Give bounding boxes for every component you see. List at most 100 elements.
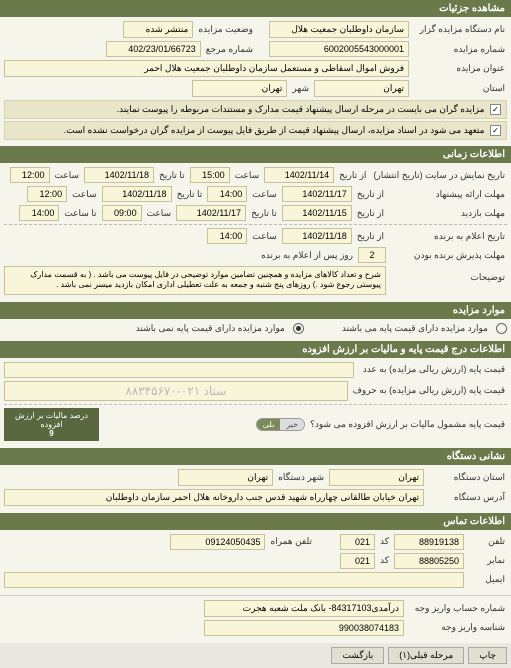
status-label: وضعیت مزایده <box>196 24 255 35</box>
mobile-label: تلفن همراه <box>268 536 314 547</box>
desc-value: شرح و تعداد کالاهای مزایده و همچنین تضام… <box>4 266 386 295</box>
winner-accept-suffix: روز پس از اعلام به برنده <box>259 250 355 261</box>
to-label: تا تاریخ <box>175 189 205 200</box>
to-label: تا تاریخ <box>249 208 279 219</box>
code-value: 021 <box>340 534 375 550</box>
email-value <box>4 572 464 588</box>
footer: چاپ مرحله قبلی(۱) بازگشت <box>0 643 511 668</box>
vat-toggle[interactable]: خیر بلی <box>256 418 305 431</box>
vat-q-label: قیمت پایه مشمول مالیات بر ارزش افزوده می… <box>308 419 507 430</box>
loc-prov-label: استان دستگاه <box>427 472 507 483</box>
display-time2: 12:00 <box>10 167 50 183</box>
visit-from: 1402/11/15 <box>282 205 352 221</box>
opt2-label: موارد مزایده دارای قیمت پایه نمی باشند <box>134 323 287 334</box>
ref-no-value: 402/23/01/66723 <box>106 41 201 57</box>
loc-addr-value: تهران خیابان طالقانی چهارراه شهید قدس جن… <box>4 489 424 506</box>
radio-no-base[interactable] <box>293 323 304 334</box>
opt1-label: موارد مزایده دارای قیمت پایه می باشند <box>340 323 490 334</box>
province-value: تهران <box>314 80 409 97</box>
status-value: منتشر شده <box>123 21 193 38</box>
org-value: سازمان داوطلبان جمعیت هلال <box>269 21 409 38</box>
code-label2: کد <box>378 555 391 566</box>
visit-to: 1402/11/17 <box>176 205 246 221</box>
from-label: از تاریخ <box>337 170 368 181</box>
details-header: مشاهده جزئیات <box>0 0 511 17</box>
visit-time1: 09:00 <box>102 205 142 221</box>
from-label: از تاریخ <box>355 208 386 219</box>
vat-pct-value: 9 <box>9 429 94 438</box>
loc-addr-label: آدرس دستگاه <box>427 492 507 503</box>
offer-label: مهلت ارائه پیشنهاد <box>389 189 507 200</box>
title-label: عنوان مزایده <box>412 63 507 74</box>
print-button[interactable]: چاپ <box>468 647 507 664</box>
check-icon: ✓ <box>490 125 501 136</box>
display-label: تاریخ نمایش در سایت (تاریخ انتشار) <box>371 170 507 181</box>
offer-time1: 14:00 <box>207 186 247 202</box>
from-label: از تاریخ <box>355 189 386 200</box>
code-label: کد <box>378 536 391 547</box>
vat-no[interactable]: خیر <box>280 419 304 430</box>
winner-accept-label: مهلت پذیرش برنده بودن <box>389 250 507 261</box>
fax-value: 88805250 <box>394 553 464 569</box>
code-value2: 021 <box>340 553 375 569</box>
radio-has-base[interactable] <box>496 323 507 334</box>
note1: ✓ مزایده گران می بایست در مرحله ارسال پی… <box>4 100 507 119</box>
auction-no-label: شماره مزایده <box>412 44 507 55</box>
offer-time2: 12:00 <box>27 186 67 202</box>
note1-text: مزایده گران می بایست در مرحله ارسال پیشن… <box>117 104 485 114</box>
from-label: از تاریخ <box>355 231 386 242</box>
timing-header: اطلاعات زمانی <box>0 146 511 163</box>
auction-no-value: 6002005543000001 <box>269 41 409 57</box>
time-label: ساعت <box>250 189 279 200</box>
details-body: نام دستگاه مزایده گزار سازمان داوطلبان ج… <box>0 17 511 146</box>
acc-no-label: شماره حساب واریز وجه <box>407 603 507 614</box>
time-label: ساعت <box>233 170 262 181</box>
check-icon: ✓ <box>490 104 501 115</box>
mobile-value: 09124050435 <box>170 534 265 550</box>
to-time-label: تا ساعت <box>62 208 98 219</box>
title-value: فروش اموال اسقاطی و مستعمل سازمان داوطلب… <box>4 60 409 77</box>
ref-no-label: شماره مرجع <box>204 44 255 55</box>
announce-from: 1402/11/18 <box>282 228 352 244</box>
note2-text: متعهد می شود در اسناد مزایده، ارسال پیشن… <box>64 125 485 135</box>
lots-header: موارد مزایده <box>0 302 511 319</box>
location-header: نشانی دستگاه <box>0 448 511 465</box>
back-button[interactable]: مرحله قبلی(۱) <box>388 647 464 664</box>
loc-prov-value: تهران <box>329 469 424 486</box>
province-label: استان <box>412 83 507 94</box>
base-num-label: قیمت پایه (ارزش ریالی مزایده) به عدد <box>357 364 507 375</box>
to-label: تا تاریخ <box>157 170 187 181</box>
loc-city-label: شهر دستگاه <box>276 472 326 483</box>
price-body: قیمت پایه (ارزش ریالی مزایده) به عدد قیم… <box>0 358 511 448</box>
visit-time2: 14:00 <box>19 205 59 221</box>
display-time1: 15:00 <box>190 167 230 183</box>
time-label: ساعت <box>70 189 99 200</box>
phone-label: تلفن <box>467 536 507 547</box>
announce-label: تاریخ اعلام به برنده <box>389 231 507 242</box>
org-label: نام دستگاه مزایده گزار <box>412 24 507 35</box>
acc-no-value: درآمدی84317103- بانک ملت شعبه هجرت <box>204 600 404 617</box>
city-value: تهران <box>192 80 287 97</box>
visit-label: مهلت بازدید <box>389 208 507 219</box>
contact-body: تلفن 88919138 کد 021 تلفن همراه 09124050… <box>0 530 511 595</box>
vat-pct-box: درصد مالیات بر ارزش افزوده 9 <box>4 408 99 441</box>
vat-yes[interactable]: بلی <box>257 419 281 430</box>
acc-id-value: 990038074183 <box>204 620 404 636</box>
city-label: شهر <box>290 83 311 94</box>
base-txt-label: قیمت پایه (ارزش ریالی مزایده) به حروف <box>351 385 507 396</box>
note2: ✓ متعهد می شود در اسناد مزایده، ارسال پی… <box>4 121 507 140</box>
price-header: اطلاعات درج قیمت پایه و مالیات بر ارزش ا… <box>0 341 511 358</box>
loc-city-value: تهران <box>178 469 273 486</box>
time-label: ساعت <box>250 231 279 242</box>
display-to: 1402/11/18 <box>84 167 154 183</box>
announce-time: 14:00 <box>207 228 247 244</box>
close-button[interactable]: بازگشت <box>331 647 384 664</box>
time-label: ساعت <box>53 170 82 181</box>
location-body: استان دستگاه تهران شهر دستگاه تهران آدرس… <box>0 465 511 513</box>
desc-label: توضیحات <box>389 266 507 283</box>
acc-id-label: شناسه واریز وجه <box>407 622 507 633</box>
account-body: شماره حساب واریز وجه درآمدی84317103- بان… <box>0 595 511 643</box>
contact-header: اطلاعات تماس <box>0 513 511 530</box>
timing-body: تاریخ نمایش در سایت (تاریخ انتشار) از تا… <box>0 163 511 302</box>
display-from: 1402/11/14 <box>264 167 334 183</box>
